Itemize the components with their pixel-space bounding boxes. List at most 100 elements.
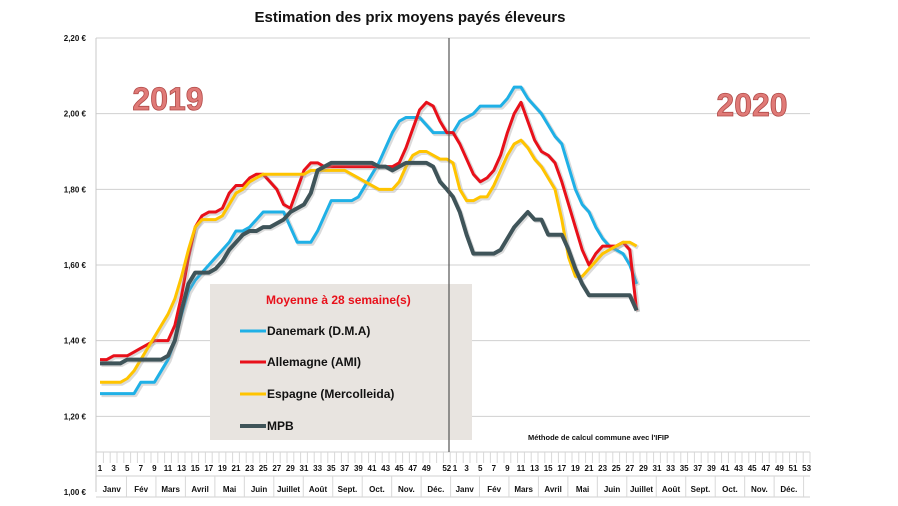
series-line-mpb xyxy=(100,160,639,366)
month-label: Avril xyxy=(544,485,562,494)
month-label: Août xyxy=(309,485,328,494)
month-label: Sept. xyxy=(691,485,711,494)
x-tick-label: 45 xyxy=(395,464,404,473)
x-tick-label: 49 xyxy=(422,464,431,473)
x-tick-label: 25 xyxy=(259,464,268,473)
x-tick-label: 25 xyxy=(612,464,621,473)
y-tick-label: 1,60 € xyxy=(64,261,87,270)
x-tick-label: 39 xyxy=(354,464,363,473)
x-tick-label: 52 xyxy=(442,464,451,473)
x-tick-label: 9 xyxy=(505,464,510,473)
y-tick-label: 1,20 € xyxy=(64,412,87,421)
x-tick-label: 21 xyxy=(585,464,594,473)
x-tick-label: 31 xyxy=(300,464,309,473)
month-label: Déc. xyxy=(427,485,444,494)
x-tick-label: 47 xyxy=(761,464,770,473)
series-lines xyxy=(100,85,641,398)
month-label: Juin xyxy=(251,485,268,494)
year-label-2019: 2019 xyxy=(132,81,203,117)
x-tick-label: 51 xyxy=(789,464,798,473)
legend-label: Espagne (Mercolleida) xyxy=(267,387,394,401)
x-tick-label: 53 xyxy=(802,464,811,473)
x-tick-label: 3 xyxy=(464,464,469,473)
x-tick-label: 37 xyxy=(340,464,349,473)
y-tick-label: 2,00 € xyxy=(64,110,87,119)
x-tick-label: 5 xyxy=(125,464,130,473)
x-tick-label: 39 xyxy=(707,464,716,473)
x-tick-label: 17 xyxy=(557,464,566,473)
x-tick-label: 17 xyxy=(204,464,213,473)
month-label: Janv xyxy=(103,485,122,494)
month-label: Juillet xyxy=(277,485,300,494)
month-label: Oct. xyxy=(369,485,385,494)
legend: Moyenne à 28 semaine(s) Danemark (D.M.A)… xyxy=(210,284,472,440)
grid xyxy=(96,37,811,498)
x-tick-label: 3 xyxy=(111,464,116,473)
y-tick-label: 1,40 € xyxy=(64,337,87,346)
month-label: Mai xyxy=(223,485,236,494)
month-label: Août xyxy=(662,485,681,494)
x-tick-label: 45 xyxy=(748,464,757,473)
month-label: Janv xyxy=(456,485,475,494)
x-tick-label: 11 xyxy=(164,464,173,473)
y-tick-label: 2,20 € xyxy=(64,34,87,43)
month-label: Nov. xyxy=(751,485,768,494)
x-tick-label: 47 xyxy=(408,464,417,473)
month-label: Fév xyxy=(487,485,501,494)
x-tick-label: 27 xyxy=(625,464,634,473)
x-tick-label: 41 xyxy=(721,464,730,473)
month-label: Avril xyxy=(191,485,209,494)
x-tick-label: 7 xyxy=(139,464,144,473)
x-tick-label: 23 xyxy=(245,464,254,473)
month-label: Juillet xyxy=(630,485,653,494)
month-label: Mai xyxy=(576,485,589,494)
x-tick-label: 35 xyxy=(327,464,336,473)
x-tick-label: 9 xyxy=(152,464,157,473)
month-label: Sept. xyxy=(338,485,358,494)
month-label: Oct. xyxy=(722,485,738,494)
legend-label: Danemark (D.M.A) xyxy=(267,324,370,338)
x-tick-label: 23 xyxy=(598,464,607,473)
month-label: Déc. xyxy=(780,485,797,494)
y-tick-label: 1,80 € xyxy=(64,185,87,194)
series-line-espagne-mercolleida xyxy=(100,138,638,384)
x-tick-label: 5 xyxy=(478,464,483,473)
x-tick-label: 49 xyxy=(775,464,784,473)
x-tick-label: 27 xyxy=(272,464,281,473)
x-tick-label: 37 xyxy=(693,464,702,473)
x-tick-label: 29 xyxy=(639,464,648,473)
month-label: Mars xyxy=(161,485,180,494)
x-tick-label: 43 xyxy=(734,464,743,473)
legend-title: Moyenne à 28 semaine(s) xyxy=(266,293,411,307)
x-tick-label: 43 xyxy=(381,464,390,473)
y-tick-label: 1,00 € xyxy=(64,488,87,497)
year-label-2020: 2020 xyxy=(716,87,787,123)
x-tick-label: 1 xyxy=(453,464,458,473)
x-tick-label: 1 xyxy=(98,464,103,473)
x-tick-label: 33 xyxy=(666,464,675,473)
month-label: Juin xyxy=(604,485,621,494)
x-tick-label: 15 xyxy=(544,464,553,473)
series-line-danemark-d-m-a xyxy=(100,85,639,396)
x-tick-label: 19 xyxy=(571,464,580,473)
x-tick-label: 7 xyxy=(492,464,497,473)
x-tick-label: 35 xyxy=(680,464,689,473)
legend-label: MPB xyxy=(267,419,294,433)
x-tick-label: 13 xyxy=(530,464,539,473)
month-label: Mars xyxy=(514,485,533,494)
legend-label: Allemagne (AMI) xyxy=(267,355,361,369)
x-tick-label: 15 xyxy=(191,464,200,473)
series-line-allemagne-ami xyxy=(100,100,639,362)
x-tick-label: 19 xyxy=(218,464,227,473)
x-tick-label: 13 xyxy=(177,464,186,473)
x-tick-label: 41 xyxy=(368,464,377,473)
x-tick-label: 11 xyxy=(517,464,526,473)
x-tick-label: 31 xyxy=(653,464,662,473)
chart-title: Estimation des prix moyens payés éleveur… xyxy=(255,9,566,26)
month-label: Nov. xyxy=(398,485,415,494)
x-tick-label: 21 xyxy=(232,464,241,473)
x-tick-label: 33 xyxy=(313,464,322,473)
axes: 1,00 € 1,20 € 1,40 € 1,60 € 1,80 € 2,00 € 2,20… xyxy=(64,34,812,497)
method-note: Méthode de calcul commune avec l'IFIP xyxy=(528,433,669,442)
